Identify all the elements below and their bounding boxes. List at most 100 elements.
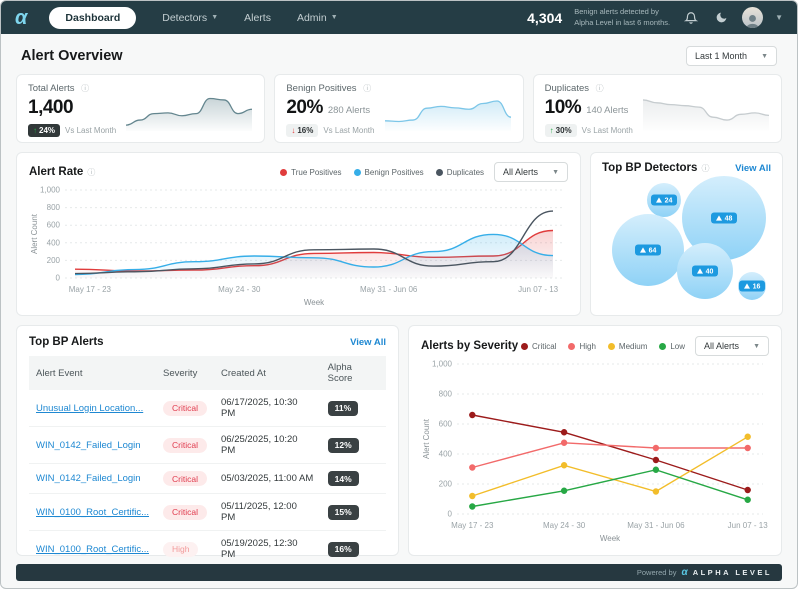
nav-item-admin[interactable]: Admin ▼ [297, 12, 338, 24]
svg-text:May 24 - 30: May 24 - 30 [218, 285, 261, 294]
page-title: Alert Overview [21, 48, 123, 64]
nav-item-dashboard[interactable]: Dashboard [49, 6, 137, 29]
info-icon: ⓘ [363, 84, 372, 93]
footer-brand-name: ALPHA LEVEL [692, 568, 772, 577]
top-bp-alerts-card: Top BP Alerts View All Alert Event Severi… [16, 325, 399, 568]
alert-event-link[interactable]: WIN_0142_Failed_Login [36, 439, 141, 451]
detector-bubble[interactable]: 48 [682, 176, 766, 260]
info-icon: ⓘ [595, 84, 604, 93]
delta-badge: ↑ 30% [544, 124, 577, 137]
user-menu-chevron-down-icon[interactable]: ▼ [775, 13, 783, 22]
stat-card-benign-positives: Benign Positives ⓘ 20% 280 Alerts ↓ 16% Vs La… [274, 74, 524, 143]
alert-rate-filter-value: All Alerts [503, 167, 539, 177]
delta-label: Vs Last Month [581, 126, 633, 135]
svg-text:24: 24 [665, 198, 673, 205]
alpha-score-badge: 15% [327, 504, 359, 520]
table-row: WIN_0100_Root_Certific... Critical 05/11/2… [29, 493, 386, 531]
detector-badge-icon [697, 268, 703, 274]
alert-event-link[interactable]: WIN_0142_Failed_Login [36, 473, 141, 484]
alerts-view-all-link[interactable]: View All [350, 336, 386, 348]
svg-text:400: 400 [439, 450, 453, 459]
svg-text:0: 0 [448, 510, 453, 519]
severity-line-chart: 0 200 400 600 800 1,000 May 17 - 23 May 24 - 30… [422, 360, 769, 544]
benign-alert-note: Benign alerts detected by Alpha Level in… [574, 7, 671, 27]
legend-dot-icon [353, 168, 361, 176]
svg-text:May 17 - 23: May 17 - 23 [451, 521, 494, 530]
svg-text:600: 600 [47, 221, 61, 230]
detector-badge-icon [656, 197, 662, 203]
severity-filter-select[interactable]: All Alerts ▼ [695, 336, 769, 356]
main-content: Alert Overview Last 1 Month ▼ Total Aler… [1, 34, 797, 568]
svg-text:Week: Week [304, 298, 325, 307]
svg-text:May 31 - Jun 06: May 31 - Jun 06 [360, 285, 418, 294]
alert-event-link[interactable]: Unusual Login Location... [36, 402, 144, 414]
legend-label: Medium [618, 341, 648, 351]
top-bp-alerts-title: Top BP Alerts [29, 336, 104, 348]
detector-badge-icon [640, 247, 646, 253]
benign-alert-count: 4,304 [527, 9, 563, 26]
legend-item-critical: Critical [521, 342, 556, 351]
mid-row: Alert Rate ⓘ True Positives Benign Positi… [16, 152, 783, 316]
nav-item-detectors[interactable]: Detectors ▼ [162, 12, 218, 24]
created-at-value: 05/11/2025, 12:00 PM [213, 493, 321, 531]
detector-bubble[interactable]: 64 [612, 214, 684, 286]
svg-text:Jun 07 - 13: Jun 07 - 13 [728, 521, 769, 530]
stat-card-duplicates: Duplicates ⓘ 10% 140 Alerts ↑ 30% Vs Last Mon… [532, 74, 782, 143]
top-bp-detectors-title: Top BP Detectors [602, 162, 698, 174]
trend-arrow-icon: ↑ [549, 126, 554, 135]
alert-event-link[interactable]: WIN_0100_Root_Certific... [36, 506, 149, 518]
delta-label: Vs Last Month [323, 126, 375, 135]
column-header-created-at: Created At [213, 356, 321, 390]
svg-text:16: 16 [753, 284, 761, 291]
created-at-value: 06/25/2025, 10:20 PM [213, 426, 321, 464]
stat-value: 10% [544, 97, 582, 118]
created-at-value: 05/03/2025, 11:00 AM [213, 463, 321, 494]
nav-item-label: Dashboard [65, 11, 121, 24]
top-bp-alerts-table: Alert Event Severity Created At Alpha Score… [29, 356, 386, 568]
alerts-by-severity-card: Alerts by Severity Critical High Medium Low… [408, 325, 782, 556]
chevron-down-icon: ▼ [211, 14, 219, 21]
user-avatar[interactable] [742, 7, 764, 28]
footer-bar: Powered by α ALPHA LEVEL [16, 564, 782, 581]
alert-rate-legend: True Positives Benign Positives Duplicates [280, 168, 484, 177]
legend-item-duplicates: Duplicates [435, 167, 485, 177]
chevron-down-icon: ▼ [330, 14, 338, 21]
dark-mode-moon-icon[interactable] [712, 9, 730, 27]
table-row: WIN_0100_Root_Certific... High 05/19/2025,… [29, 530, 386, 568]
delta-badge: ↓ 16% [286, 124, 319, 137]
footer: Powered by α ALPHA LEVEL [1, 556, 797, 588]
table-row: WIN_0142_Failed_Login Critical 05/03/2025,… [29, 463, 386, 494]
alert-rate-header: Alert Rate ⓘ True Positives Benign Positi… [29, 162, 568, 182]
detector-bubble[interactable]: 16 [738, 272, 766, 300]
date-range-select[interactable]: Last 1 Month ▼ [686, 46, 777, 66]
detectors-view-all-link[interactable]: View All [735, 162, 771, 174]
nav-item-alerts[interactable]: Alerts [244, 12, 271, 24]
alert-rate-title: Alert Rate [29, 166, 84, 178]
alert-event-link[interactable]: WIN_0100_Root_Certific... [36, 543, 149, 555]
svg-text:200: 200 [439, 480, 453, 489]
detector-bubble[interactable]: 24 [647, 183, 681, 217]
legend-label: Critical [532, 341, 557, 351]
svg-text:May 17 - 23: May 17 - 23 [69, 285, 112, 294]
legend-label: Low [670, 341, 686, 351]
table-row: WIN_0142_Failed_Login Critical 06/25/2025,… [29, 426, 386, 464]
legend-dot-icon [607, 342, 615, 350]
legend-item-medium: Medium [607, 341, 648, 351]
stat-title: Duplicates ⓘ [544, 83, 604, 94]
notifications-bell-icon[interactable] [682, 9, 700, 27]
nav-menu: Dashboard Detectors ▼ Alerts Admin ▼ [49, 6, 338, 29]
nav-item-label: Detectors [162, 11, 208, 24]
alpha-score-badge: 11% [327, 400, 359, 416]
top-bp-alerts-header: Top BP Alerts View All [29, 336, 386, 348]
svg-text:200: 200 [47, 256, 61, 265]
alert-rate-filter-select[interactable]: All Alerts ▼ [494, 162, 568, 182]
svg-text:1,000: 1,000 [40, 186, 61, 195]
severity-filter-value: All Alerts [704, 341, 740, 351]
top-bp-detectors-header: Top BP Detectors ⓘ View All [602, 162, 771, 174]
bottom-row: Top BP Alerts View All Alert Event Severi… [16, 325, 782, 568]
detector-bubble[interactable]: 40 [677, 243, 733, 299]
svg-text:1,000: 1,000 [432, 360, 453, 369]
severity-legend: Critical High Medium Low [521, 342, 685, 351]
stat-cards-row: Total Alerts ⓘ 1,400 ↑ 24% Vs Last Month Beni… [16, 74, 782, 143]
legend-label: Duplicates [446, 167, 485, 177]
